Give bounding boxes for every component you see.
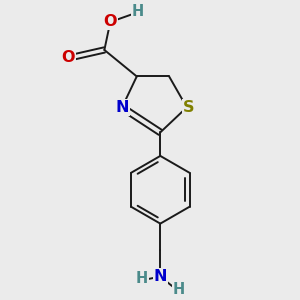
Text: H: H <box>136 271 148 286</box>
Text: O: O <box>62 50 75 65</box>
Text: O: O <box>103 14 117 29</box>
Text: S: S <box>183 100 195 115</box>
Text: H: H <box>172 282 185 297</box>
Text: N: N <box>154 269 167 284</box>
Text: H: H <box>131 4 144 19</box>
Text: N: N <box>115 100 129 115</box>
